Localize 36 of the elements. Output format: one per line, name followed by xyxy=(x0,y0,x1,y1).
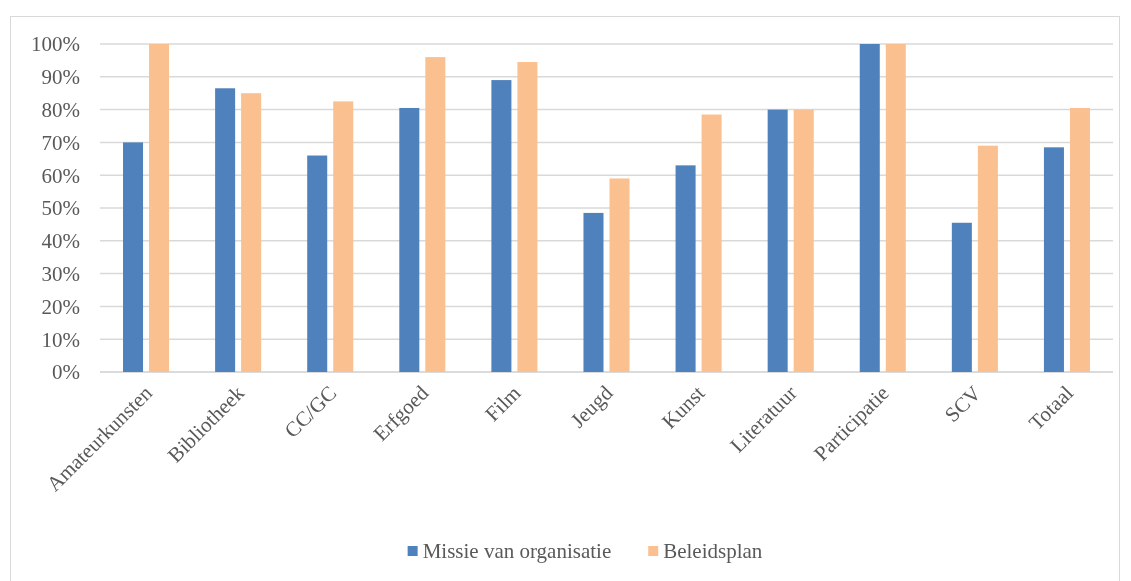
y-tick-label: 60% xyxy=(41,163,80,188)
y-tick-label: 10% xyxy=(41,327,80,352)
bar xyxy=(793,109,814,372)
bar xyxy=(517,62,538,372)
bar xyxy=(1043,147,1064,372)
y-tick-label: 80% xyxy=(41,97,80,122)
bar xyxy=(885,44,906,372)
bar xyxy=(425,57,446,372)
bar xyxy=(215,88,236,372)
y-tick-label: 30% xyxy=(41,261,80,286)
legend-label: Beleidsplan xyxy=(663,539,763,564)
y-tick-label: 0% xyxy=(52,360,80,385)
bar xyxy=(1069,107,1090,372)
y-tick-label: 100% xyxy=(31,32,80,57)
bar xyxy=(241,93,262,372)
bar xyxy=(491,80,512,372)
y-tick-label: 20% xyxy=(41,294,80,319)
bar xyxy=(307,155,328,372)
bar xyxy=(951,222,972,372)
bar xyxy=(399,107,420,372)
bar xyxy=(149,44,170,372)
y-tick-label: 40% xyxy=(41,229,80,254)
bar xyxy=(767,109,788,372)
bar xyxy=(123,142,144,372)
bar xyxy=(333,101,354,372)
x-tick-label: Film xyxy=(480,380,526,426)
legend-label: Missie van organisatie xyxy=(422,539,612,564)
bar xyxy=(609,178,630,372)
y-tick-label: 90% xyxy=(41,65,80,90)
bar xyxy=(859,44,880,372)
bar xyxy=(701,114,722,372)
y-tick-label: 70% xyxy=(41,130,80,155)
bar xyxy=(977,145,998,372)
y-tick-label: 50% xyxy=(41,196,80,221)
bar xyxy=(675,165,696,372)
bar xyxy=(583,212,604,372)
